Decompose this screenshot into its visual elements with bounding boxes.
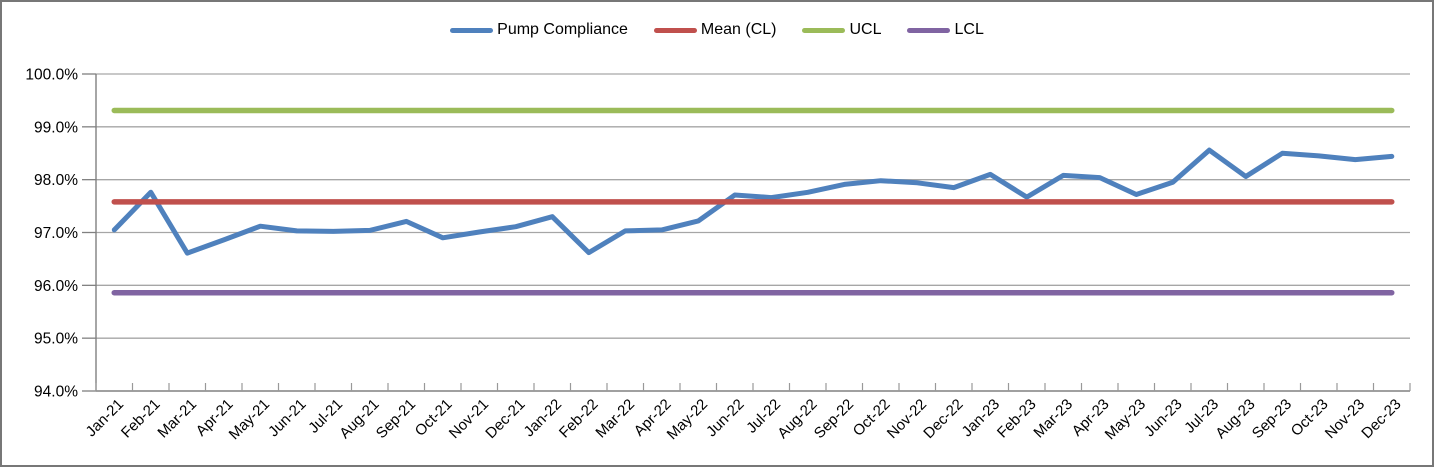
- x-tick-label: Dec-22: [920, 396, 966, 442]
- legend-label: UCL: [849, 21, 882, 38]
- y-tick-label: 98.0%: [34, 172, 78, 189]
- legend-swatch-mean-cl-icon: [653, 27, 697, 33]
- legend-swatch-pump-compliance-icon: [450, 27, 494, 33]
- x-tick-label: Sep-22: [811, 396, 857, 442]
- x-tick-label: Jan-21: [83, 396, 127, 440]
- legend-swatch-lcl-icon: [907, 27, 951, 33]
- x-tick-label: May-23: [1102, 396, 1149, 443]
- y-tick-label: 96.0%: [34, 278, 78, 295]
- x-tick-label: Feb-22: [556, 396, 602, 442]
- legend-item-mean-cl: Mean (CL): [653, 21, 777, 39]
- x-tick-label: Nov-23: [1322, 396, 1368, 442]
- y-tick-label: 97.0%: [34, 225, 78, 242]
- legend-item-lcl: LCL: [907, 21, 984, 39]
- x-tick-label: Jun-21: [265, 396, 309, 440]
- y-tick-label: 94.0%: [34, 384, 78, 401]
- y-tick-label: 100.0%: [25, 67, 78, 84]
- legend-label: Pump Compliance: [497, 21, 628, 38]
- x-tick-label: Jun-22: [703, 396, 747, 440]
- x-tick-label: Aug-22: [774, 396, 820, 442]
- y-tick-label: 99.0%: [34, 119, 78, 136]
- legend-swatch-ucl-icon: [802, 27, 846, 33]
- x-tick-label: Feb-23: [994, 396, 1040, 442]
- legend-item-ucl: UCL: [802, 21, 881, 39]
- x-tick-label: Jan-23: [959, 396, 1003, 440]
- x-tick-label: Jan-22: [521, 396, 565, 440]
- x-tick-label: Mar-21: [154, 396, 200, 442]
- x-tick-label: Sep-21: [373, 396, 419, 442]
- x-tick-label: Sep-23: [1249, 396, 1295, 442]
- pump-compliance-line: [111, 147, 1395, 256]
- legend: Pump Compliance Mean (CL) UCL LCL: [0, 21, 1434, 39]
- x-tick-label: Mar-23: [1030, 396, 1076, 442]
- legend-label: Mean (CL): [700, 21, 777, 38]
- x-tick-label: Nov-22: [884, 396, 930, 442]
- legend-label: LCL: [954, 21, 984, 38]
- x-tick-label: May-22: [664, 396, 711, 443]
- x-tick-label: Dec-23: [1358, 396, 1404, 442]
- x-tick-label: Aug-21: [336, 396, 382, 442]
- x-tick-label: Nov-21: [446, 396, 492, 442]
- x-tick-label: Aug-23: [1212, 396, 1258, 442]
- x-tick-label: Feb-21: [118, 396, 164, 442]
- x-tick-label: Mar-22: [592, 396, 638, 442]
- x-tick-label: Jun-23: [1141, 396, 1185, 440]
- legend-item-pump-compliance: Pump Compliance: [450, 21, 628, 39]
- x-tick-label: May-21: [226, 396, 273, 443]
- y-tick-label: 95.0%: [34, 331, 78, 348]
- x-tick-label: Dec-21: [482, 396, 528, 442]
